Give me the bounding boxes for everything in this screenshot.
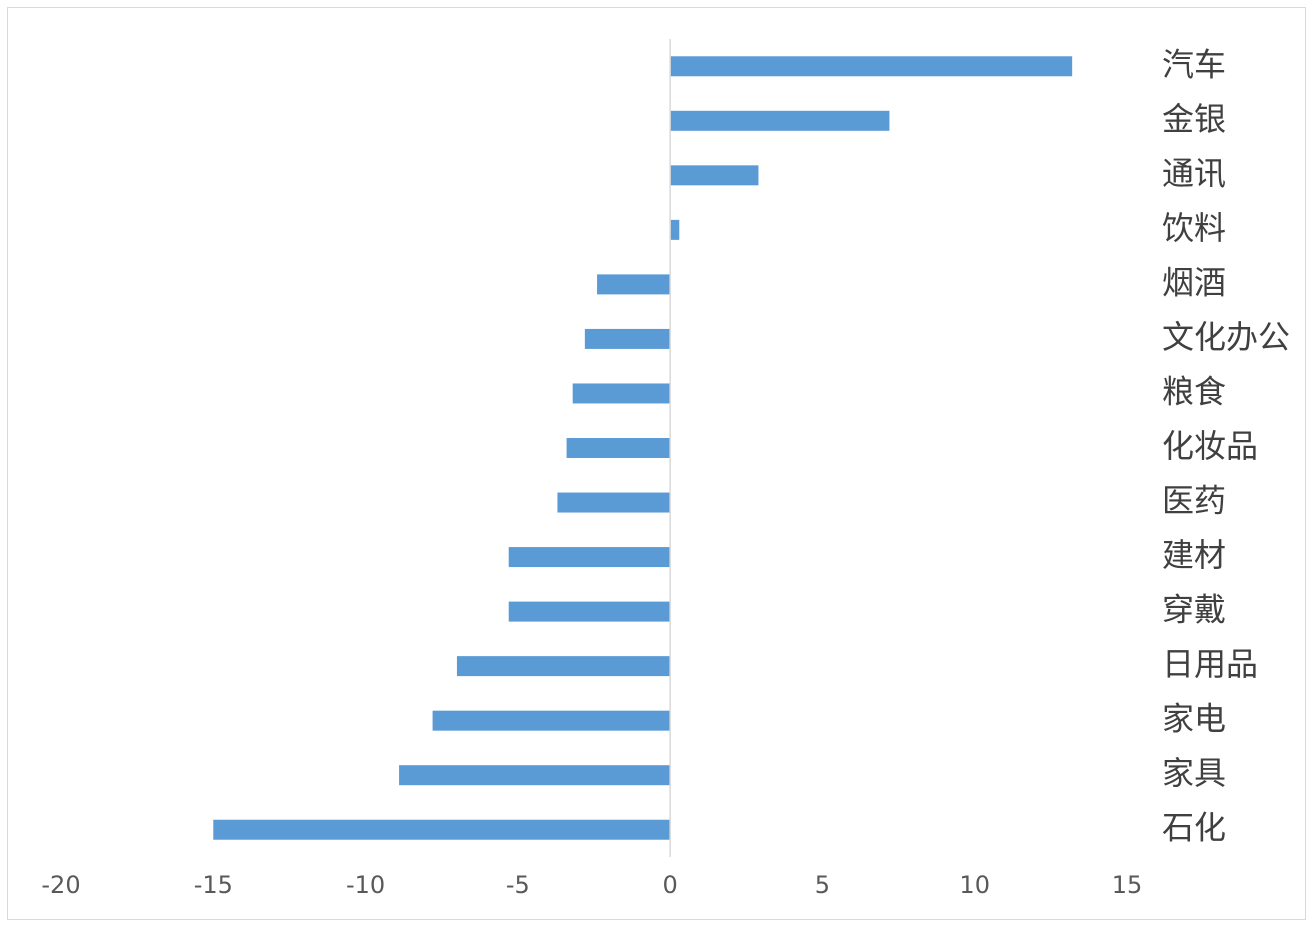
bars-group	[213, 56, 1073, 840]
bar-14	[213, 819, 671, 840]
category-label: 饮料	[1162, 209, 1226, 247]
category-label: 穿戴	[1162, 591, 1226, 629]
bar-5	[584, 328, 671, 349]
bar-1	[670, 110, 890, 131]
category-label: 医药	[1162, 482, 1226, 520]
category-label: 金银	[1162, 100, 1226, 138]
category-label: 建材	[1162, 536, 1226, 574]
bar-7	[566, 438, 671, 458]
bar-13	[399, 765, 671, 786]
bar-11	[456, 656, 671, 677]
x-tick-label: -15	[194, 871, 233, 899]
x-tick-label: 15	[1112, 871, 1143, 899]
category-label: 通讯	[1162, 154, 1226, 192]
category-label: 文化办公	[1162, 318, 1290, 356]
category-label: 汽车	[1162, 45, 1226, 83]
category-label: 日用品	[1162, 645, 1258, 683]
bar-0	[670, 56, 1073, 77]
bar-10	[508, 601, 671, 622]
x-tick-label: -5	[506, 871, 530, 899]
bar-4	[597, 274, 671, 295]
x-tick-label: 0	[662, 871, 677, 899]
bar-8	[557, 492, 671, 513]
bar-12	[432, 710, 671, 731]
x-tick-label: 10	[959, 871, 990, 899]
bar-6	[572, 383, 671, 404]
x-tick-label: -20	[41, 871, 80, 899]
x-tick-label: 5	[815, 871, 830, 899]
bar-2	[670, 165, 759, 186]
category-label: 化妆品	[1162, 427, 1258, 465]
category-label: 烟酒	[1162, 263, 1226, 301]
category-label: 石化	[1162, 809, 1226, 847]
x-tick-labels: -20 -15 -10 -5 0 5 10 15	[41, 871, 1142, 899]
category-label: 家具	[1162, 754, 1226, 792]
category-label: 家电	[1162, 700, 1226, 738]
category-label: 粮食	[1162, 372, 1226, 410]
bar-9	[508, 547, 671, 568]
x-tick-label: -10	[346, 871, 385, 899]
bar-3	[670, 219, 680, 240]
